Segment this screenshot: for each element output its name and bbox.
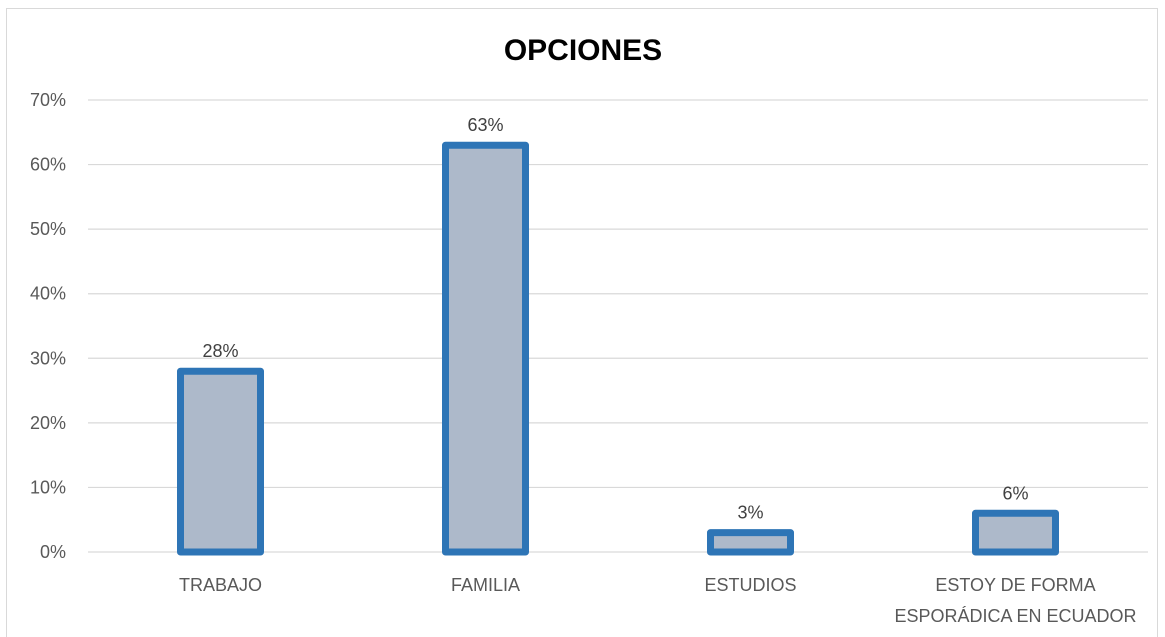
chart-title: OPCIONES [504,34,662,67]
bar [442,141,529,556]
y-tick-label: 20% [30,413,66,433]
y-tick-label: 40% [30,284,66,304]
y-tick-label: 70% [30,90,66,110]
y-tick-label: 0% [40,542,66,562]
x-tick-label: ESPORÁDICA EN ECUADOR [894,606,1136,626]
data-labels: 28% 63% 3% 6% [202,115,1028,522]
y-tick-label: 60% [30,155,66,175]
y-tick-label: 10% [30,477,66,497]
bars [177,141,1059,556]
gridlines [88,99,1148,553]
data-label: 6% [1002,483,1028,503]
x-axis-categories: TRABAJO FAMILIA ESTUDIOS ESTOY DE FORMA ESPO… [179,575,1137,626]
data-label: 3% [737,503,763,523]
y-axis-ticks: 0% 10% 20% 30% 40% 50% 60% 70% [30,90,66,562]
x-tick-label: FAMILIA [451,575,520,595]
x-tick-label: ESTUDIOS [704,575,796,595]
bar [972,509,1059,556]
y-tick-label: 50% [30,219,66,239]
data-label: 63% [467,115,503,135]
y-tick-label: 30% [30,348,66,368]
bar [707,529,794,556]
x-tick-label: TRABAJO [179,575,262,595]
data-label: 28% [202,341,238,361]
x-tick-label: ESTOY DE FORMA [935,575,1095,595]
bar [177,367,264,556]
